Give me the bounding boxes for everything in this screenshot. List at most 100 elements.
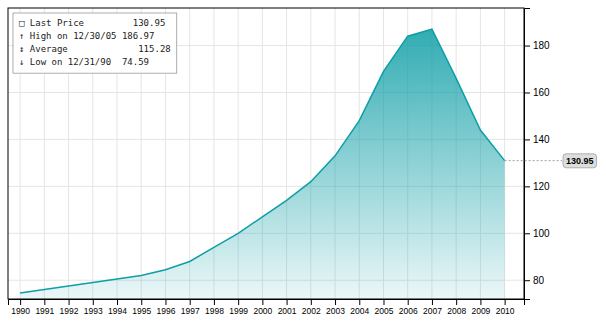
x-tick-mark [141, 299, 142, 305]
x-tick-label: 2001 [278, 306, 297, 316]
x-tick: 1992 [60, 299, 79, 316]
x-tick-mark [311, 299, 312, 305]
x-tick-mark [20, 299, 21, 305]
x-tick-label: 1999 [229, 306, 248, 316]
y-tick-label: 160 [533, 87, 550, 98]
x-tick: 2008 [447, 299, 466, 316]
x-tick-mark [432, 299, 433, 305]
info-box-line: ↑ High on 12/30/05 186.97 [19, 31, 154, 41]
info-box-line: ↓ Low on 12/31/90 74.59 [19, 57, 149, 67]
info-box-line: □ Last Price 130.95 [19, 18, 165, 28]
x-tick-mark [480, 299, 481, 305]
y-tick: 120 [524, 181, 550, 192]
x-tick-mark [287, 299, 288, 305]
y-tick-mark [524, 92, 530, 93]
x-tick-label: 2005 [375, 306, 394, 316]
plot-frame [8, 8, 524, 299]
x-tick-label: 1993 [84, 306, 103, 316]
x-tick-mark [359, 299, 360, 305]
x-tick-label: 1991 [35, 306, 54, 316]
info-box-line: ↕ Average 115.28 [19, 44, 171, 54]
x-tick: 1997 [181, 299, 200, 316]
info-box: □ Last Price 130.95 ↑ High on 12/30/05 18… [13, 13, 177, 73]
x-tick-mark [44, 299, 45, 305]
x-tick-mark [69, 299, 70, 305]
x-tick: 1990 [11, 299, 30, 316]
y-tick: 100 [524, 228, 550, 239]
x-tick: 1995 [132, 299, 151, 316]
x-tick-label: 1995 [132, 306, 151, 316]
x-tick: 2007 [423, 299, 442, 316]
x-tick: 2004 [350, 299, 369, 316]
y-tick-mark [524, 280, 530, 281]
info-box-frame [13, 13, 177, 73]
x-tick-mark [505, 299, 506, 305]
x-tick-mark [238, 299, 239, 305]
x-tick-mark [408, 299, 409, 305]
x-tick-label: 1994 [108, 306, 127, 316]
y-tick-mark [524, 233, 530, 234]
x-tick-label: 2004 [350, 306, 369, 316]
y-tick-mark [524, 186, 530, 187]
y-tick: 80 [524, 275, 545, 286]
x-tick-label: 2007 [423, 306, 442, 316]
x-tick-label: 2002 [302, 306, 321, 316]
x-tick-mark [117, 299, 118, 305]
y-tick-label: 140 [533, 134, 550, 145]
y-tick-label: 120 [533, 181, 550, 192]
x-tick: 2010 [496, 299, 515, 316]
x-tick: 2000 [253, 299, 272, 316]
y-tick: 140 [524, 134, 550, 145]
y-tick: 180 [524, 40, 550, 51]
x-tick-mark [93, 299, 94, 305]
x-tick-mark [262, 299, 263, 305]
x-tick-mark [165, 299, 166, 305]
price-label-box [563, 154, 597, 168]
y-tick-label: 80 [533, 275, 545, 286]
y-tick-label: 180 [533, 40, 550, 51]
x-tick-label: 2006 [399, 306, 418, 316]
x-tick: 2001 [278, 299, 297, 316]
x-tick: 1993 [84, 299, 103, 316]
x-tick-mark [335, 299, 336, 305]
x-axis: 1990 1991 1992 1993 1994 1995 1996 1997 1998 1999… [9, 299, 525, 316]
x-tick: 1994 [108, 299, 127, 316]
price-leader [505, 160, 562, 161]
x-axis-line [9, 300, 525, 306]
x-tick-label: 2010 [496, 306, 515, 316]
x-tick-mark [214, 299, 215, 305]
chart: 1990 1991 1992 1993 1994 1995 1996 1997 1998 1999… [0, 0, 606, 321]
x-tick-label: 2009 [471, 306, 490, 316]
x-tick-label: 2008 [447, 306, 466, 316]
price-label: 130.95 [505, 154, 597, 168]
y-tick: 160 [524, 87, 550, 98]
x-tick: 2005 [375, 299, 394, 316]
x-tick: 2002 [302, 299, 321, 316]
y-axis: 80 100 120 140 160 180 [524, 9, 550, 300]
x-tick-label: 1998 [205, 306, 224, 316]
grid [8, 8, 524, 299]
x-tick-label: 1996 [157, 306, 176, 316]
x-tick: 2006 [399, 299, 418, 316]
x-tick: 1998 [205, 299, 224, 316]
x-tick: 1996 [157, 299, 176, 316]
price-label-text: 130.95 [566, 156, 594, 166]
plot: 1990 1991 1992 1993 1994 1995 1996 1997 1998 1999… [8, 8, 597, 316]
x-tick-mark [383, 299, 384, 305]
x-tick-mark [456, 299, 457, 305]
x-tick-label: 1997 [181, 306, 200, 316]
x-tick: 2009 [471, 299, 490, 316]
x-tick: 1991 [35, 299, 54, 316]
x-tick-label: 2000 [253, 306, 272, 316]
x-tick-label: 1990 [11, 306, 30, 316]
x-tick-label: 1992 [60, 306, 79, 316]
y-axis-line [525, 9, 531, 300]
y-tick-mark [524, 46, 530, 47]
x-tick: 2003 [326, 299, 345, 316]
grid-line [189, 8, 190, 299]
x-tick: 1999 [229, 299, 248, 316]
x-tick-mark [190, 299, 191, 305]
y-tick-label: 100 [533, 228, 550, 239]
y-tick-mark [524, 139, 530, 140]
x-tick-label: 2003 [326, 306, 345, 316]
